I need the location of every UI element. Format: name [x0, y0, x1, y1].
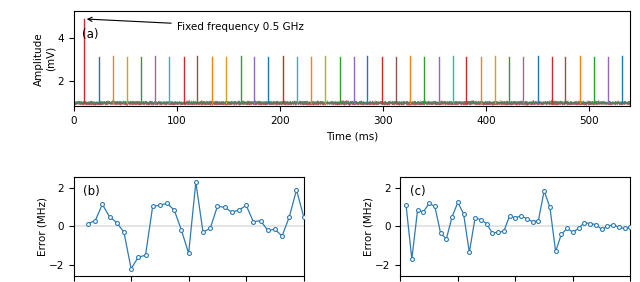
- X-axis label: Time (ms): Time (ms): [326, 132, 378, 142]
- Text: (a): (a): [82, 28, 99, 41]
- Text: (b): (b): [83, 184, 100, 197]
- Text: (c): (c): [410, 184, 425, 197]
- Y-axis label: Amplitude
(mV): Amplitude (mV): [35, 32, 56, 86]
- Y-axis label: Error (MHz): Error (MHz): [364, 197, 374, 256]
- Y-axis label: Error (MHz): Error (MHz): [37, 197, 47, 256]
- Text: Fixed frequency 0.5 GHz: Fixed frequency 0.5 GHz: [88, 17, 303, 32]
